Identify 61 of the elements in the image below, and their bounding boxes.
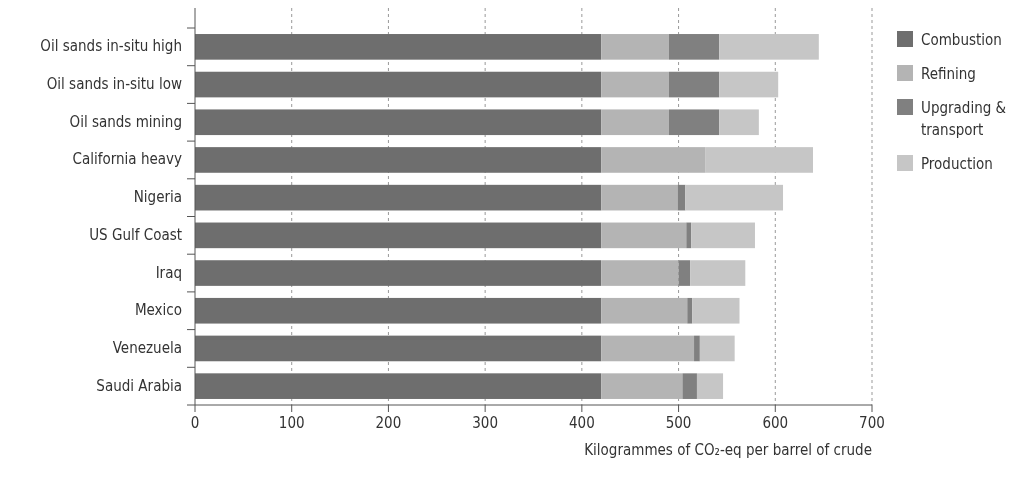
y-tick-label: Oil sands mining: [69, 112, 182, 131]
x-tick-label: 700: [859, 414, 885, 432]
bar: [682, 373, 697, 399]
y-tick-label: Nigeria: [133, 188, 182, 207]
x-tick-label: 400: [568, 414, 595, 432]
x-tick-label: 0: [190, 414, 200, 432]
bar: [195, 260, 602, 286]
bar: [699, 335, 735, 362]
legend-label: Upgrading & transport: [921, 99, 1007, 139]
x-tick-label: 300: [472, 414, 499, 432]
y-tick-label: US Gulf Coast: [89, 225, 182, 244]
legend-label: Production: [921, 155, 993, 173]
bar: [601, 71, 669, 98]
y-tick-label: Mexico: [134, 301, 182, 320]
y-tick-label: Saudi Arabia: [96, 376, 182, 395]
x-tick-label: 600: [762, 414, 789, 432]
bar: [195, 297, 602, 324]
bar: [685, 184, 784, 211]
x-tick-label: 200: [375, 414, 402, 432]
bar: [691, 222, 755, 249]
y-tick-label: Oil sands in-situ high: [40, 37, 182, 56]
y-tick-label: Iraq: [155, 263, 182, 282]
bar: [668, 34, 720, 60]
bar: [687, 297, 693, 324]
bar: [705, 147, 813, 173]
bar: [195, 34, 602, 60]
legend-label: Combustion: [921, 31, 1002, 49]
y-tick-label: Oil sands in-situ low: [46, 75, 182, 94]
bar: [601, 34, 669, 60]
bar: [601, 373, 683, 399]
bar: [668, 71, 720, 98]
bar: [195, 335, 602, 362]
bar: [678, 260, 691, 286]
y-tick-label: Venezuela: [112, 338, 182, 357]
bar: [601, 222, 687, 249]
bar: [686, 222, 692, 249]
bar: [694, 335, 700, 362]
bar: [195, 373, 602, 399]
bar: [719, 71, 779, 98]
bar: [601, 297, 688, 324]
bar: [719, 34, 819, 60]
bar: [195, 222, 602, 249]
bar: [696, 373, 724, 399]
x-axis-title: Kilogrammes of CO₂-eq per barrel of crude: [584, 441, 872, 459]
bar: [601, 335, 695, 362]
bar: [601, 184, 678, 211]
bar: [195, 71, 602, 98]
legend-label: Refining: [921, 65, 976, 83]
x-tick-label: 100: [278, 414, 305, 432]
bar: [195, 109, 602, 136]
bar: [668, 109, 720, 136]
bar: [690, 260, 746, 286]
bar: [601, 109, 669, 136]
x-tick-label: 500: [665, 414, 692, 432]
y-tick-label: California heavy: [72, 150, 183, 169]
bar: [601, 147, 706, 173]
bar: [195, 147, 602, 173]
bar: [601, 260, 679, 286]
bar: [719, 109, 759, 136]
bar: [692, 297, 740, 324]
bar: [195, 184, 602, 211]
